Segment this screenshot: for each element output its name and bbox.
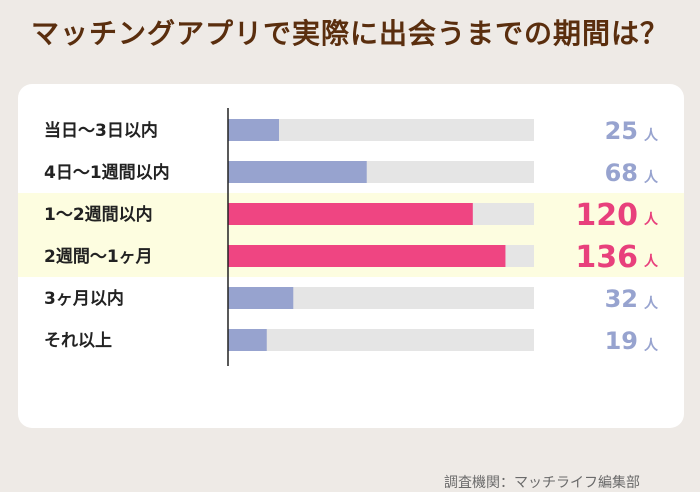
unit-label: 人 bbox=[644, 253, 659, 270]
bar-chart: 当日〜3日以内 25 人 4日〜1週間以内 68 人 1〜2週間以内 120 人 2週間〜1ヶ月 1… bbox=[18, 108, 684, 366]
category-label: それ以上 bbox=[44, 331, 112, 351]
value-label: 32 bbox=[605, 285, 638, 313]
bar bbox=[228, 161, 367, 183]
category-label: 当日〜3日以内 bbox=[44, 120, 158, 141]
chart-panel: 当日〜3日以内 25 人 4日〜1週間以内 68 人 1〜2週間以内 120 人 2週間〜1ヶ月 1… bbox=[18, 84, 684, 491]
value-label: 120 bbox=[575, 198, 638, 233]
unit-label: 人 bbox=[644, 169, 659, 186]
source-note: 調査機関：マッチライフ編集部 bbox=[444, 475, 640, 491]
value-label: 25 bbox=[605, 117, 638, 145]
value-label: 68 bbox=[605, 159, 638, 187]
bar-track bbox=[228, 287, 534, 309]
bar-track bbox=[228, 329, 534, 351]
unit-label: 人 bbox=[644, 337, 659, 354]
value-label: 19 bbox=[605, 327, 638, 355]
bar bbox=[228, 203, 473, 225]
category-label: 1〜2週間以内 bbox=[44, 204, 153, 225]
category-label: 4日〜1週間以内 bbox=[44, 162, 170, 183]
unit-label: 人 bbox=[644, 295, 659, 312]
value-label: 136 bbox=[575, 240, 638, 275]
bar bbox=[228, 119, 279, 141]
chart-title: マッチングアプリで実際に出会うまでの期間は？ bbox=[30, 17, 669, 50]
unit-label: 人 bbox=[644, 127, 659, 144]
bar bbox=[228, 245, 506, 267]
category-label: 2週間〜1ヶ月 bbox=[44, 247, 153, 267]
bar bbox=[228, 287, 294, 309]
unit-label: 人 bbox=[644, 211, 659, 228]
category-label: 3ヶ月以内 bbox=[44, 288, 124, 309]
bar-track bbox=[228, 119, 534, 141]
bar bbox=[228, 329, 267, 351]
